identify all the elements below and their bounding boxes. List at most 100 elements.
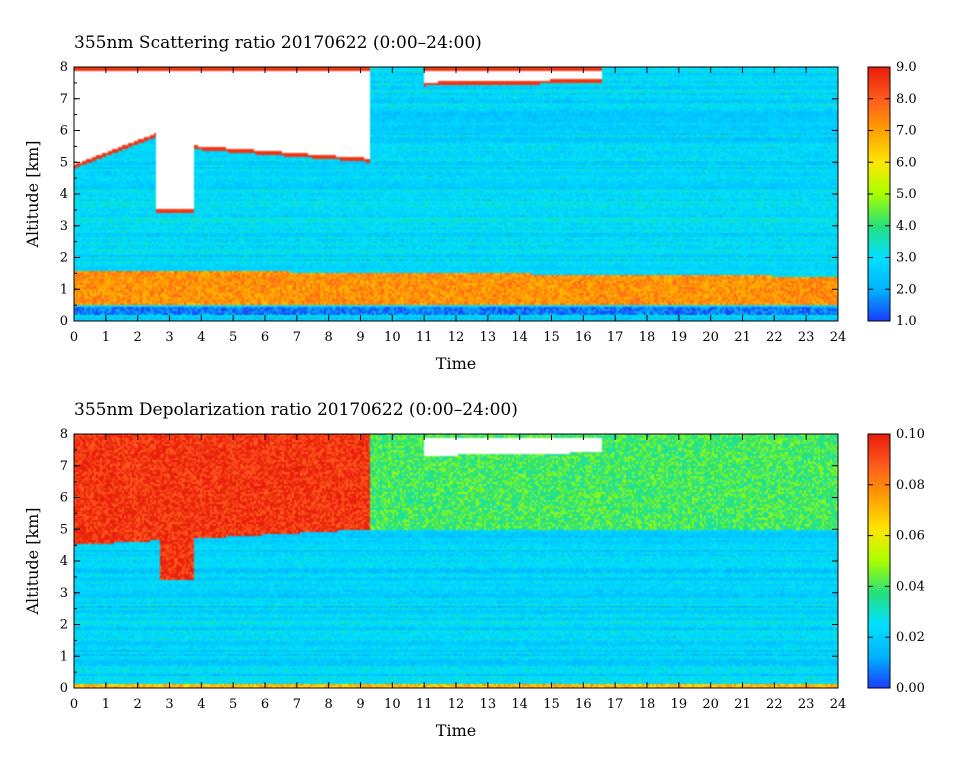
x-tick-label: 23 — [798, 697, 815, 712]
x-tick-label: 5 — [229, 697, 237, 712]
y-tick-label: 1 — [60, 649, 68, 664]
x-tick-label: 23 — [798, 330, 815, 345]
colorbar-tick-label: 9.0 — [896, 60, 917, 75]
x-tick-label: 2 — [134, 697, 142, 712]
x-tick-label: 8 — [325, 697, 333, 712]
x-tick-label: 8 — [325, 330, 333, 345]
heatmap-plot-area — [73, 433, 839, 689]
y-tick-label: 7 — [60, 459, 68, 474]
x-tick-label: 0 — [70, 697, 78, 712]
colorbar-tick-label: 0.04 — [896, 579, 925, 594]
y-axis-label: Altitude [km] — [23, 507, 42, 615]
x-tick-label: 21 — [734, 697, 751, 712]
axes: 0 1 2 3 4 5 6 7 8 9 10 11 12 13 14 15 16 17 18 19 20 21 22 23 24… — [60, 427, 847, 712]
heatmap-plot-area — [73, 66, 839, 322]
colorbar: 1.0 2.0 3.0 4.0 5.0 6.0 7.0 8.0 9.0 — [867, 60, 917, 329]
colorbar-tick-label: 4.0 — [896, 219, 917, 234]
x-tick-label: 20 — [702, 697, 719, 712]
scattering-ratio-panel: 355nm Scattering ratio 20170622 (0:00–24… — [23, 33, 917, 373]
y-tick-label: 7 — [60, 92, 68, 107]
x-tick-label: 7 — [293, 330, 301, 345]
y-tick-label: 4 — [60, 554, 68, 569]
y-tick-label: 8 — [60, 60, 68, 75]
y-tick-label: 6 — [60, 491, 68, 506]
colorbar-ticks: 0.00 0.02 0.04 0.06 0.08 0.10 — [868, 427, 925, 696]
x-tick-label: 13 — [480, 697, 497, 712]
x-tick-label: 9 — [356, 697, 364, 712]
x-tick-label: 4 — [197, 330, 205, 345]
colorbar-ticks: 1.0 2.0 3.0 4.0 5.0 6.0 7.0 8.0 9.0 — [868, 60, 917, 329]
y-tick-label: 6 — [60, 124, 68, 139]
x-tick-label: 17 — [607, 330, 624, 345]
colorbar: 0.00 0.02 0.04 0.06 0.08 0.10 — [867, 427, 925, 696]
colorbar-tick-label: 3.0 — [896, 251, 917, 266]
x-tick-label: 2 — [134, 330, 142, 345]
x-tick-label: 20 — [702, 330, 719, 345]
x-tick-label: 15 — [543, 697, 560, 712]
y-tick-label: 0 — [60, 681, 68, 696]
x-tick-label: 22 — [766, 330, 783, 345]
x-tick-label: 16 — [575, 697, 592, 712]
x-tick-label: 11 — [416, 697, 433, 712]
colorbar-tick-label: 5.0 — [896, 187, 917, 202]
x-tick-label: 7 — [293, 697, 301, 712]
x-tick-label: 3 — [165, 330, 173, 345]
x-tick-label: 24 — [830, 330, 847, 345]
x-tick-label: 0 — [70, 330, 78, 345]
x-tick-label: 1 — [102, 697, 110, 712]
y-tick-label: 1 — [60, 282, 68, 297]
x-tick-label: 5 — [229, 330, 237, 345]
y-tick-label: 2 — [60, 251, 68, 266]
x-tick-label: 14 — [511, 330, 528, 345]
colorbar-gradient — [868, 434, 890, 688]
heatmap-image — [74, 434, 838, 688]
colorbar-tick-label: 0.02 — [896, 630, 925, 645]
x-axis-label: Time — [436, 354, 476, 373]
x-tick-label: 22 — [766, 697, 783, 712]
x-tick-label: 24 — [830, 697, 847, 712]
x-tick-label: 9 — [356, 330, 364, 345]
y-axis-label: Altitude [km] — [23, 140, 42, 248]
y-tick-label: 5 — [60, 522, 68, 537]
colorbar-gradient — [868, 67, 890, 321]
x-tick-label: 10 — [384, 697, 401, 712]
x-tick-label: 18 — [639, 697, 656, 712]
chart-title: 355nm Depolarization ratio 20170622 (0:0… — [74, 400, 518, 420]
colorbar-frame — [867, 433, 891, 689]
y-tick-label: 5 — [60, 155, 68, 170]
colorbar-tick-label: 0.00 — [896, 681, 925, 696]
x-tick-label: 11 — [416, 330, 433, 345]
y-tick-label: 2 — [60, 618, 68, 633]
depolarization-ratio-panel: 355nm Depolarization ratio 20170622 (0:0… — [23, 400, 925, 740]
axes: 0 1 2 3 4 5 6 7 8 9 10 11 12 13 14 15 16 17 18 19 20 21 22 23 24… — [60, 60, 847, 345]
y-tick-label: 4 — [60, 187, 68, 202]
y-tick-label: 3 — [60, 219, 68, 234]
x-tick-label: 21 — [734, 330, 751, 345]
y-tick-label: 0 — [60, 314, 68, 329]
colorbar-tick-label: 7.0 — [896, 124, 917, 139]
colorbar-tick-label: 2.0 — [896, 282, 917, 297]
x-tick-label: 14 — [511, 697, 528, 712]
chart-title: 355nm Scattering ratio 20170622 (0:00–24… — [74, 33, 482, 53]
x-tick-label: 18 — [639, 330, 656, 345]
colorbar-tick-label: 0.06 — [896, 529, 925, 544]
x-tick-label: 15 — [543, 330, 560, 345]
y-tick-label: 8 — [60, 427, 68, 442]
colorbar-tick-label: 8.0 — [896, 92, 917, 107]
colorbar-tick-label: 0.10 — [896, 427, 925, 442]
colorbar-tick-label: 1.0 — [896, 314, 917, 329]
x-tick-label: 1 — [102, 330, 110, 345]
x-tick-label: 12 — [448, 697, 465, 712]
x-tick-label: 12 — [448, 330, 465, 345]
x-tick-label: 19 — [671, 697, 688, 712]
x-tick-label: 10 — [384, 330, 401, 345]
colorbar-tick-label: 0.08 — [896, 478, 925, 493]
x-tick-label: 6 — [261, 330, 269, 345]
x-tick-label: 6 — [261, 697, 269, 712]
x-tick-label: 17 — [607, 697, 624, 712]
y-tick-label: 3 — [60, 586, 68, 601]
x-tick-label: 13 — [480, 330, 497, 345]
x-axis-label: Time — [436, 721, 476, 740]
x-tick-label: 3 — [165, 697, 173, 712]
